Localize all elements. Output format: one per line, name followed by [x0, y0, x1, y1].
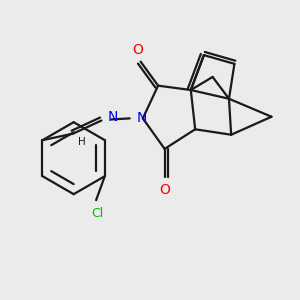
Text: H: H	[79, 137, 86, 147]
Text: O: O	[159, 183, 170, 197]
Text: O: O	[132, 43, 143, 57]
Text: Cl: Cl	[91, 207, 103, 220]
Text: N: N	[108, 110, 118, 124]
Text: N: N	[136, 111, 147, 125]
